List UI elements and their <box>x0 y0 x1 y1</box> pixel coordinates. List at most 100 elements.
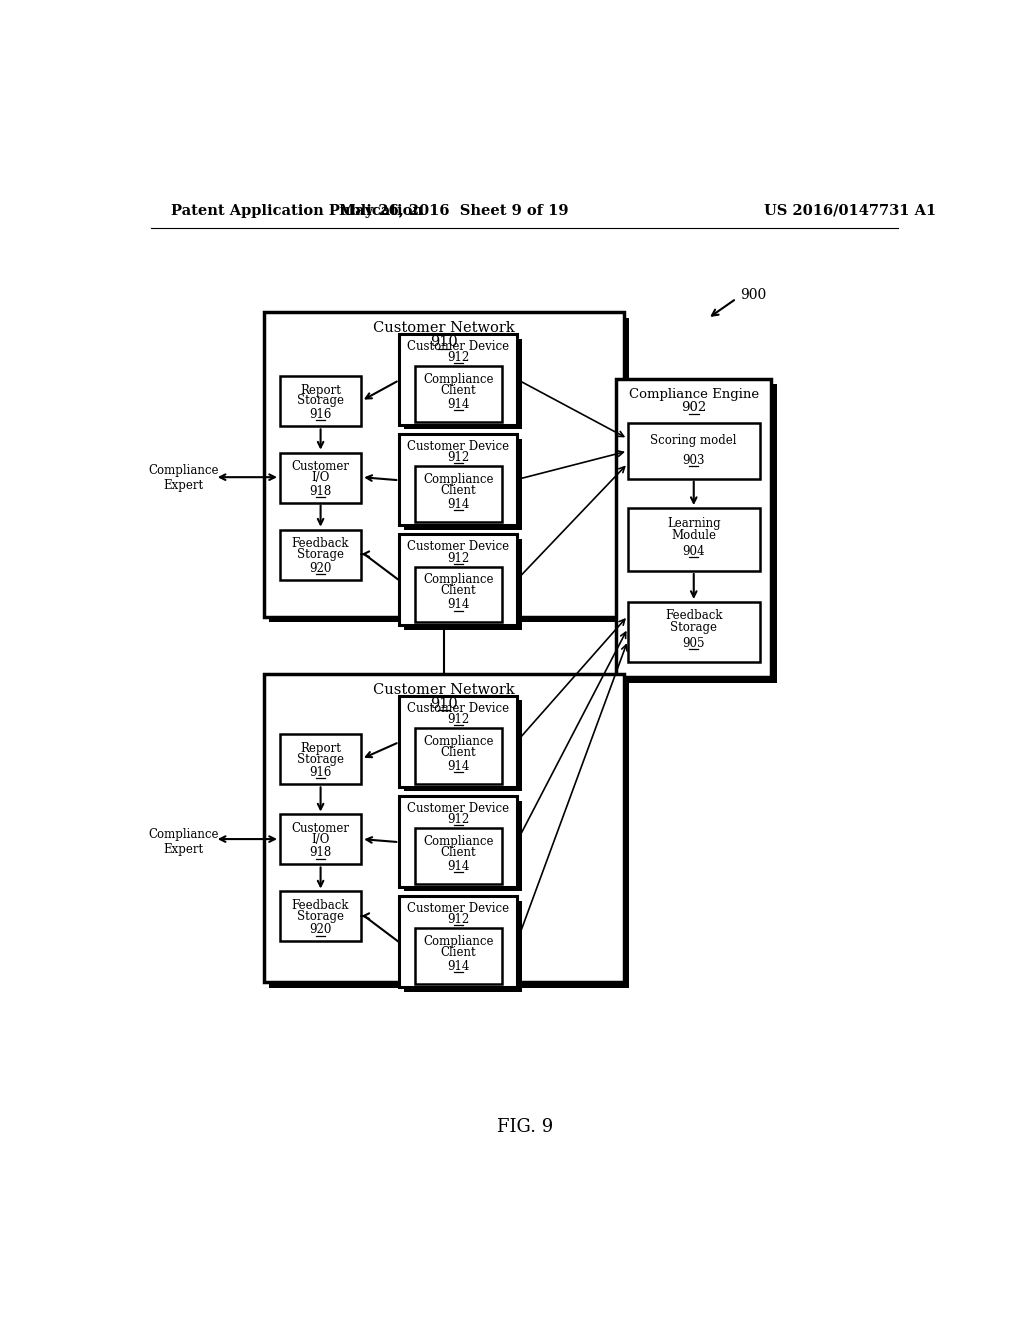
Bar <box>415 829 502 884</box>
Text: 902: 902 <box>681 401 707 414</box>
Text: Module: Module <box>672 529 716 543</box>
Text: Report: Report <box>300 742 341 755</box>
Bar <box>269 680 630 987</box>
Text: 916: 916 <box>309 408 332 421</box>
Text: Customer Network: Customer Network <box>373 321 515 335</box>
Text: Customer: Customer <box>292 822 349 834</box>
Text: Storage: Storage <box>297 548 344 561</box>
Text: Compliance Engine: Compliance Engine <box>629 388 759 400</box>
Text: 914: 914 <box>446 760 469 774</box>
Text: Compliance: Compliance <box>423 834 494 847</box>
Text: Learning: Learning <box>667 517 721 529</box>
Text: Storage: Storage <box>297 752 344 766</box>
Bar <box>616 379 771 677</box>
Bar <box>415 466 502 521</box>
Bar <box>403 701 521 792</box>
Text: 920: 920 <box>309 924 332 936</box>
Text: Compliance
Expert: Compliance Expert <box>148 463 219 492</box>
Bar <box>263 675 624 982</box>
Bar <box>280 734 361 784</box>
Text: Customer Device: Customer Device <box>408 702 509 714</box>
Text: Customer Device: Customer Device <box>408 902 509 915</box>
Text: Compliance: Compliance <box>423 372 494 385</box>
Bar <box>399 434 517 525</box>
Text: 914: 914 <box>446 399 469 412</box>
Text: 912: 912 <box>447 351 469 364</box>
Bar <box>263 313 624 616</box>
Text: Client: Client <box>440 746 476 759</box>
Text: Customer: Customer <box>292 459 349 473</box>
Text: 912: 912 <box>447 813 469 826</box>
Text: Customer Device: Customer Device <box>408 540 509 553</box>
Text: Scoring model: Scoring model <box>650 434 737 446</box>
Text: Storage: Storage <box>671 620 717 634</box>
Text: Feedback: Feedback <box>665 610 723 622</box>
Bar <box>415 729 502 784</box>
Bar <box>280 891 361 941</box>
Bar <box>280 453 361 503</box>
Text: 910: 910 <box>430 697 458 710</box>
Text: Client: Client <box>440 483 476 496</box>
Text: 914: 914 <box>446 499 469 511</box>
Text: Client: Client <box>440 846 476 859</box>
Text: 918: 918 <box>309 484 332 498</box>
Text: 903: 903 <box>683 454 705 467</box>
Bar <box>399 796 517 887</box>
Bar <box>399 334 517 425</box>
Bar <box>628 602 760 663</box>
Text: Compliance: Compliance <box>423 573 494 586</box>
Text: US 2016/0147731 A1: US 2016/0147731 A1 <box>764 203 936 218</box>
Text: 910: 910 <box>430 335 458 348</box>
Text: 918: 918 <box>309 846 332 859</box>
Text: Compliance
Expert: Compliance Expert <box>148 828 219 857</box>
Bar <box>622 384 776 682</box>
Bar <box>403 438 521 529</box>
Bar <box>280 376 361 426</box>
Text: Storage: Storage <box>297 909 344 923</box>
Bar <box>269 318 630 622</box>
Text: 900: 900 <box>740 289 767 302</box>
Bar <box>628 424 760 479</box>
Bar <box>415 928 502 983</box>
Bar <box>415 566 502 622</box>
Text: 912: 912 <box>447 713 469 726</box>
Text: 920: 920 <box>309 561 332 574</box>
Text: Customer Device: Customer Device <box>408 440 509 453</box>
Text: 912: 912 <box>447 451 469 465</box>
Text: Customer Network: Customer Network <box>373 682 515 697</box>
Text: 916: 916 <box>309 767 332 779</box>
Text: Compliance: Compliance <box>423 473 494 486</box>
Bar <box>403 539 521 630</box>
Text: Compliance: Compliance <box>423 935 494 948</box>
Text: FIG. 9: FIG. 9 <box>497 1118 553 1137</box>
Bar <box>280 529 361 579</box>
Text: 905: 905 <box>683 638 705 649</box>
Text: 914: 914 <box>446 598 469 611</box>
Bar <box>403 339 521 429</box>
Text: Patent Application Publication: Patent Application Publication <box>171 203 423 218</box>
Bar <box>399 696 517 787</box>
Bar <box>403 900 521 991</box>
Text: Client: Client <box>440 384 476 397</box>
Text: Feedback: Feedback <box>292 537 349 550</box>
Text: 904: 904 <box>683 545 705 557</box>
Bar <box>415 367 502 422</box>
Text: Client: Client <box>440 945 476 958</box>
Text: Storage: Storage <box>297 395 344 408</box>
Text: Customer Device: Customer Device <box>408 801 509 814</box>
Bar <box>628 508 760 572</box>
Text: Customer Device: Customer Device <box>408 339 509 352</box>
Text: 912: 912 <box>447 552 469 565</box>
Bar <box>403 800 521 891</box>
Text: 914: 914 <box>446 961 469 973</box>
Text: I/O: I/O <box>311 471 330 483</box>
Bar <box>399 535 517 626</box>
Text: 914: 914 <box>446 861 469 874</box>
Text: Feedback: Feedback <box>292 899 349 912</box>
Bar <box>280 814 361 865</box>
Text: Report: Report <box>300 384 341 397</box>
Text: Compliance: Compliance <box>423 735 494 748</box>
Text: 912: 912 <box>447 913 469 927</box>
Text: May 26, 2016  Sheet 9 of 19: May 26, 2016 Sheet 9 of 19 <box>339 203 568 218</box>
Bar <box>399 896 517 987</box>
